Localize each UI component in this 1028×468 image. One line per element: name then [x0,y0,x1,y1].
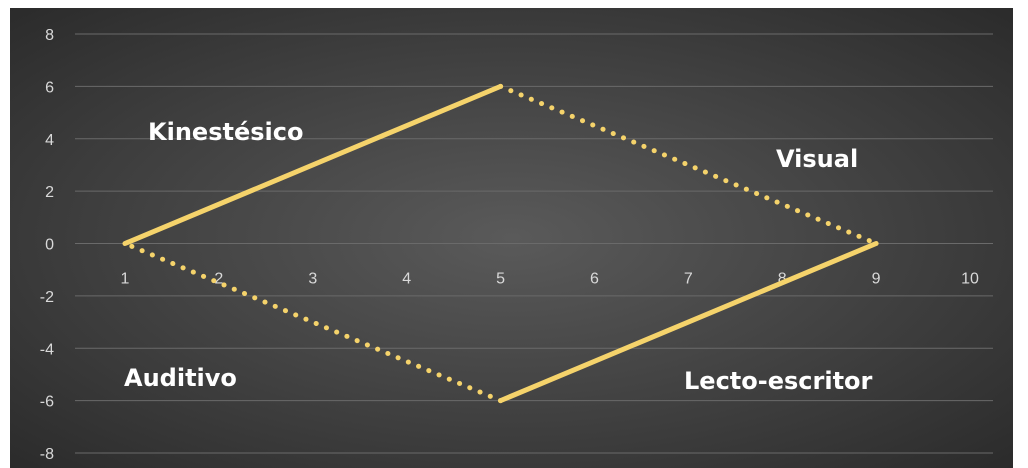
chart-area [10,8,1013,468]
y-tick-label: -8 [40,446,54,463]
y-tick-label: 0 [45,237,54,254]
x-tick-label: 2 [214,271,223,288]
annotation-visual: Visual [776,145,858,173]
y-tick-label: 2 [45,184,54,201]
x-tick-label: 9 [872,271,881,288]
label-layer: Kinestésico Visual Auditivo Lecto-escrit… [124,118,873,395]
annotation-kinestesico: Kinestésico [148,118,303,146]
series-layer [122,83,879,404]
series-line-solid [498,241,879,404]
grid-layer [75,33,993,454]
x-tick-label: 3 [308,271,317,288]
x-tick-label: 6 [590,271,599,288]
x-tick-label: 4 [402,271,411,288]
y-tick-label: 6 [45,79,54,96]
series-line-solid [122,83,504,246]
x-tick-label: 7 [684,271,693,288]
x-tick-label: 10 [961,271,979,288]
x-tick-label: 5 [496,271,505,288]
annotation-lecto-escritor: Lecto-escritor [684,367,873,395]
series-line-dotted [498,83,879,246]
annotation-auditivo: Auditivo [124,364,237,392]
y-tick-label: 8 [45,27,54,44]
x-tick-label: 8 [778,271,787,288]
y-tick-label: -6 [40,394,54,411]
y-tick-label: -4 [40,341,54,358]
series-line-dotted [122,241,504,404]
y-tick-label: -2 [40,289,54,306]
tick-layer: 8 6 4 2 0 -2 -4 -6 -8 1 2 3 4 5 6 7 8 9 10 [40,27,979,463]
x-tick-label: 1 [121,271,130,288]
y-tick-label: 4 [45,132,54,149]
